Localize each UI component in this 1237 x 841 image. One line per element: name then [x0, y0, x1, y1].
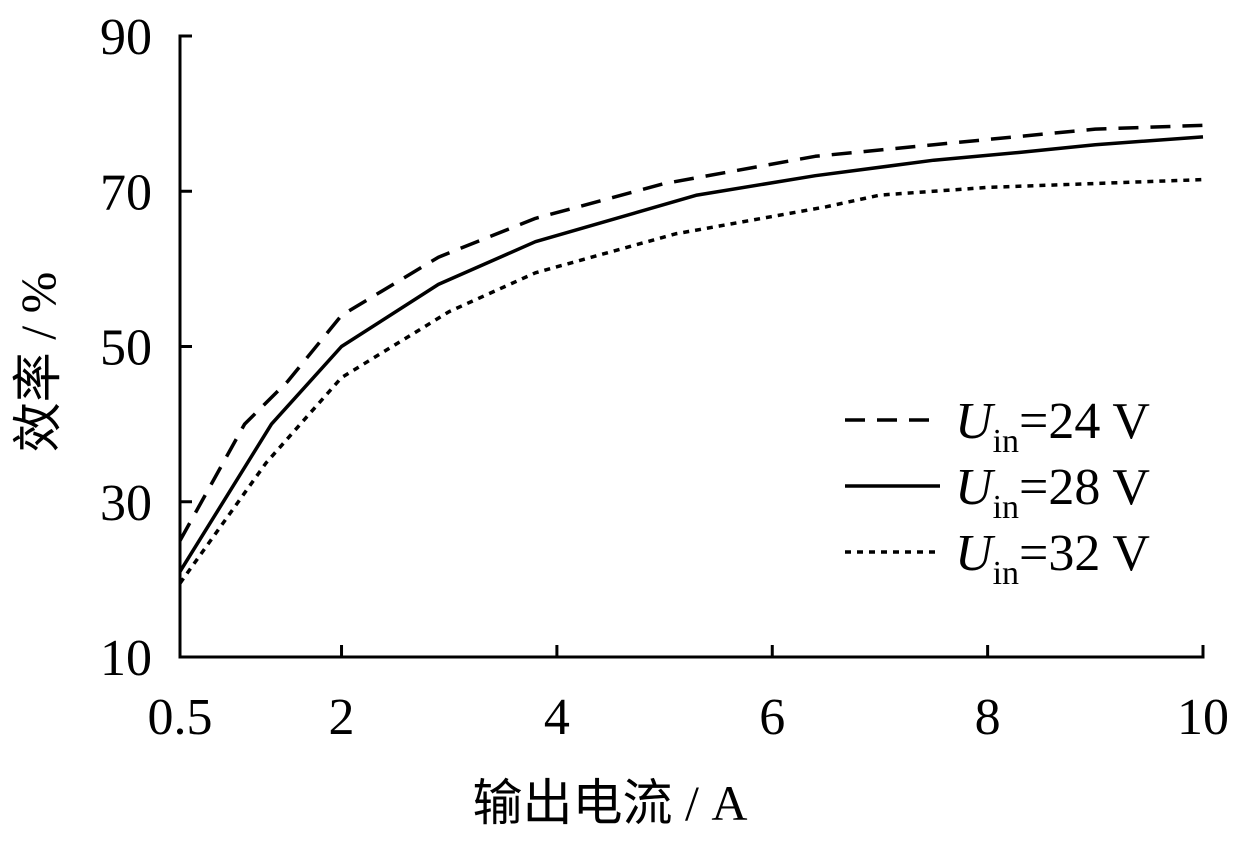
legend-label-0-variable: U [955, 393, 996, 450]
legend-label-1-variable: U [955, 459, 996, 516]
series-line-0 [178, 123, 1204, 542]
ticks: 0.5 2 4 6 8 10 10 30 50 70 90 [100, 9, 1229, 746]
x-tick-label-3: 6 [759, 689, 785, 746]
legend-label-0-subscript: in [993, 423, 1019, 460]
y-tick-label-4: 90 [100, 9, 152, 66]
x-tick-label-0: 0.5 [148, 689, 213, 746]
legend-item-0: Uin=24 V [845, 393, 1150, 460]
legend-item-2: Uin=32 V [845, 525, 1150, 592]
legend-item-1: Uin=28 V [845, 459, 1150, 526]
series-layer [178, 123, 1204, 585]
legend-label-1-value: =28 V [1019, 459, 1150, 516]
y-tick-label-3: 70 [100, 164, 152, 221]
y-tick-label-1: 30 [100, 475, 152, 532]
legend-label-2: Uin=32 V [955, 525, 1150, 592]
x-tick-label-1: 2 [329, 689, 355, 746]
legend-label-0-value: =24 V [1019, 393, 1150, 450]
series-line-2 [178, 177, 1204, 585]
x-tick-label-2: 4 [544, 689, 570, 746]
legend-label-2-value: =32 V [1019, 525, 1150, 582]
legend-label-1-subscript: in [993, 489, 1019, 526]
y-axis-label: 效率 / % [10, 272, 66, 453]
x-axis-label: 输出电流 / A [473, 775, 748, 831]
legend-label-0: Uin=24 V [955, 393, 1150, 460]
legend-label-2-variable: U [955, 525, 996, 582]
x-tick-label-5: 10 [1177, 689, 1229, 746]
legend-label-1: Uin=28 V [955, 459, 1150, 526]
x-tick-label-4: 8 [975, 689, 1001, 746]
y-tick-label-0: 10 [100, 630, 152, 687]
y-tick-label-2: 50 [100, 320, 152, 377]
series-line-1 [178, 135, 1204, 573]
legend-label-2-subscript: in [993, 555, 1019, 592]
legend: Uin=24 V Uin=28 V Uin=32 V [845, 393, 1150, 592]
